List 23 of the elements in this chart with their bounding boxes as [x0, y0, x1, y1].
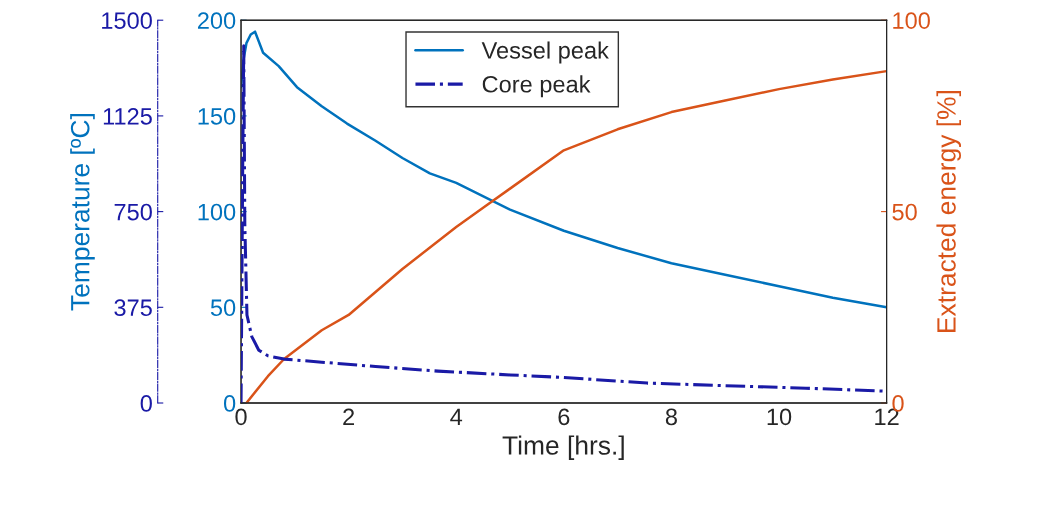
y-tick-label: 50	[210, 299, 236, 317]
legend-label: Core peak	[482, 75, 591, 98]
x-tick-label: 6	[558, 408, 570, 426]
y2-axis-title: Extracted energy [%]	[936, 91, 962, 332]
y3-tick-label: 375	[114, 299, 152, 317]
y-tick-label: 100	[198, 203, 236, 221]
y2-tick-label: 100	[893, 12, 930, 29]
x-axis-title: Time [hrs.]	[502, 435, 624, 461]
x-tick-label: 4	[450, 408, 463, 425]
y-tick-label: 200	[197, 12, 236, 29]
x-tick-label: 0	[235, 408, 247, 426]
y2-tick-label: 50	[892, 203, 917, 221]
y-axis-title: Temperature [ºC]	[70, 114, 95, 311]
y-tick-label: 150	[198, 107, 236, 125]
y3-tick-label: 1500	[102, 12, 152, 29]
y-tick-label: 0	[223, 395, 236, 412]
x-tick-label: 10	[767, 408, 792, 426]
y3-tick-label: 1125	[103, 107, 152, 125]
y3-tick-label: 750	[114, 203, 152, 221]
x-tick-label: 8	[665, 408, 677, 426]
y3-tick-label: 0	[140, 395, 152, 412]
legend-label: Vessel peak	[481, 41, 609, 64]
x-tick-label: 2	[343, 408, 355, 425]
